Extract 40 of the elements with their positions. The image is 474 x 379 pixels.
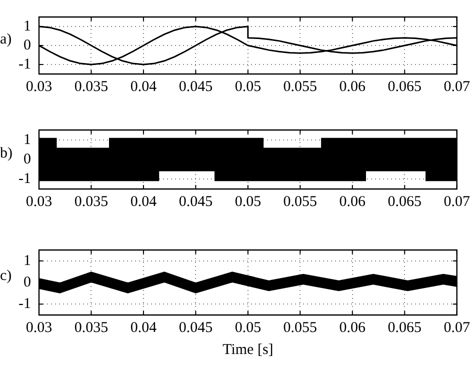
x-axis-title: Time [s]: [222, 342, 274, 358]
x-tick-label: 0.06: [339, 320, 366, 336]
x-tick-label: 0.035: [74, 320, 108, 336]
x-tick-label: 0.04: [130, 194, 158, 210]
x-tick-label: 0.03: [26, 194, 52, 210]
y-tick-label: 1: [24, 18, 31, 34]
y-tick-label: 0: [24, 274, 31, 290]
x-tick-label: 0.045: [178, 194, 213, 210]
x-tick-label: 0.065: [388, 320, 422, 336]
text: b): [0, 146, 12, 162]
x-tick-label: 0.05: [234, 320, 262, 336]
y-tick-label: 1: [24, 132, 31, 148]
x-tick-label: 0.06: [339, 78, 366, 95]
x-tick-label: 0.065: [388, 194, 422, 210]
x-tick-label: 0.06: [339, 194, 366, 210]
y-tick-label: 1: [24, 252, 31, 269]
x-tick-label: 0.05: [234, 194, 262, 210]
y-tick-label: -1: [18, 171, 31, 188]
text: a): [0, 32, 12, 48]
x-tick-label: 0.045: [178, 320, 213, 336]
x-tick-label: 0.05: [234, 78, 262, 95]
x-tick-label: 0.07: [444, 194, 470, 210]
x-tick-label: 0.035: [74, 194, 108, 210]
y-tick-label: 0: [24, 151, 31, 168]
x-tick-label: 0.055: [283, 194, 318, 210]
y-tick-label: -1: [18, 56, 31, 72]
x-tick-label: 0.055: [283, 78, 318, 95]
text: c): [0, 268, 12, 284]
x-tick-label: 0.055: [283, 320, 318, 336]
x-tick-label: 0.07: [444, 78, 470, 95]
x-tick-label: 0.04: [130, 78, 158, 95]
x-tick-label: 0.03: [26, 78, 52, 95]
y-tick-label: -1: [18, 296, 31, 312]
x-tick-label: 0.04: [130, 320, 158, 336]
x-tick-label: 0.03: [26, 320, 52, 336]
x-tick-label: 0.065: [388, 78, 422, 95]
y-tick-label: 0: [24, 37, 31, 54]
x-tick-label: 0.045: [178, 78, 213, 95]
x-tick-label: 0.07: [444, 320, 470, 336]
x-tick-label: 0.035: [74, 78, 108, 95]
